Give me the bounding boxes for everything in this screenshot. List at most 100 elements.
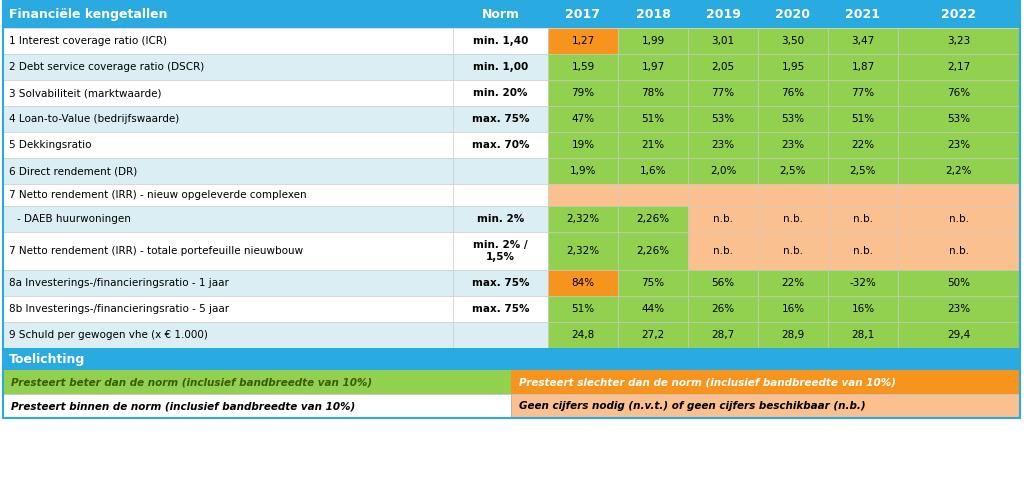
Text: 76%: 76% [781,88,805,98]
Bar [548,322,618,348]
Bar [618,206,688,232]
Bar [898,296,1020,322]
Text: 1,6%: 1,6% [640,166,667,176]
Bar [688,54,758,80]
Text: 2 Debt service coverage ratio (DSCR): 2 Debt service coverage ratio (DSCR) [9,62,204,72]
Text: n.b.: n.b. [949,214,969,224]
Text: 3,23: 3,23 [947,36,971,46]
Bar [511,370,1020,394]
Text: 1,87: 1,87 [851,62,874,72]
Bar [3,54,453,80]
Bar [3,158,453,184]
Bar [618,28,688,54]
Bar [828,270,898,296]
Text: Presteert slechter dan de norm (inclusief bandbreedte van 10%): Presteert slechter dan de norm (inclusie… [519,377,896,387]
Bar [898,132,1020,158]
Bar [688,184,758,206]
Text: 7 Netto rendement (IRR) - nieuw opgeleverde complexen: 7 Netto rendement (IRR) - nieuw opgeleve… [9,190,306,200]
Text: 44%: 44% [641,304,665,314]
Text: 2,2%: 2,2% [946,166,972,176]
Text: 28,9: 28,9 [781,330,805,340]
Text: 23%: 23% [947,140,971,150]
Bar [3,0,1020,418]
Text: 2019: 2019 [706,7,740,20]
Bar [548,206,618,232]
Bar [3,370,511,394]
Bar [453,106,548,132]
Bar [618,232,688,270]
Bar [758,28,828,54]
Bar [758,232,828,270]
Text: 23%: 23% [712,140,734,150]
Text: 8a Investerings-/financieringsratio - 1 jaar: 8a Investerings-/financieringsratio - 1 … [9,278,229,288]
Text: 5 Dekkingsratio: 5 Dekkingsratio [9,140,91,150]
Bar [453,28,548,54]
Bar [688,132,758,158]
Text: Toelichting: Toelichting [9,353,85,366]
Bar [758,184,828,206]
Bar [688,270,758,296]
Bar [618,322,688,348]
Bar [453,232,548,270]
Bar [618,158,688,184]
Bar [453,296,548,322]
Text: 1,9%: 1,9% [569,166,596,176]
Bar [898,270,1020,296]
Bar [828,132,898,158]
Bar [548,132,618,158]
Text: 51%: 51% [851,114,874,124]
Bar [548,184,618,206]
Bar [3,296,453,322]
Bar [3,270,453,296]
Bar [3,0,1020,28]
Text: 2022: 2022 [941,7,977,20]
Bar [688,232,758,270]
Text: 77%: 77% [851,88,874,98]
Bar [828,158,898,184]
Bar [758,106,828,132]
Text: max. 75%: max. 75% [472,278,529,288]
Bar [828,232,898,270]
Bar [548,270,618,296]
Bar [3,206,453,232]
Text: n.b.: n.b. [783,214,803,224]
Bar [688,206,758,232]
Text: 29,4: 29,4 [947,330,971,340]
Text: n.b.: n.b. [713,246,733,256]
Text: Financiële kengetallen: Financiële kengetallen [9,7,168,20]
Bar [453,206,548,232]
Text: 2,5%: 2,5% [779,166,806,176]
Bar [3,348,1020,370]
Text: 7 Netto rendement (IRR) - totale portefeuille nieuwbouw: 7 Netto rendement (IRR) - totale portefe… [9,246,303,256]
Text: - DAEB huurwoningen: - DAEB huurwoningen [17,214,131,224]
Text: n.b.: n.b. [853,246,873,256]
Text: 2,26%: 2,26% [637,214,670,224]
Bar [758,132,828,158]
Text: 2020: 2020 [775,7,811,20]
Bar [898,80,1020,106]
Text: 78%: 78% [641,88,665,98]
Text: 22%: 22% [851,140,874,150]
Text: 23%: 23% [947,304,971,314]
Text: 2,17: 2,17 [947,62,971,72]
Text: 3,47: 3,47 [851,36,874,46]
Bar [828,28,898,54]
Bar [3,132,453,158]
Text: 22%: 22% [781,278,805,288]
Text: min. 1,40: min. 1,40 [473,36,528,46]
Bar [618,270,688,296]
Text: min. 2%: min. 2% [477,214,524,224]
Bar [618,296,688,322]
Text: min. 1,00: min. 1,00 [473,62,528,72]
Text: 79%: 79% [571,88,595,98]
Bar [828,322,898,348]
Text: n.b.: n.b. [853,214,873,224]
Text: 53%: 53% [947,114,971,124]
Bar [898,28,1020,54]
Text: 75%: 75% [641,278,665,288]
Bar [758,296,828,322]
Text: 47%: 47% [571,114,595,124]
Text: 53%: 53% [712,114,734,124]
Text: 50%: 50% [947,278,971,288]
Bar [758,270,828,296]
